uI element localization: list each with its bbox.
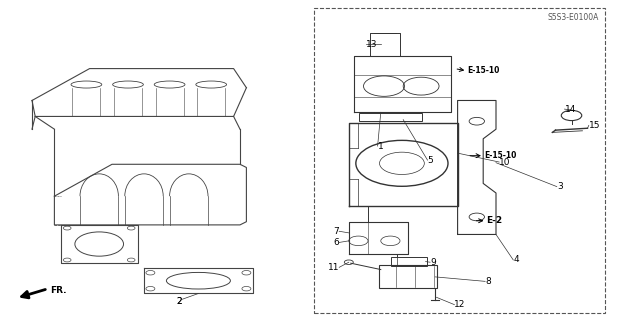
Text: E-15-10: E-15-10	[467, 66, 500, 75]
Text: 7: 7	[333, 227, 339, 236]
Text: FR.: FR.	[50, 286, 67, 295]
Text: 11: 11	[328, 263, 339, 272]
Text: E-15-10: E-15-10	[484, 151, 516, 160]
Text: 10: 10	[499, 158, 511, 167]
Text: S5S3-E0100A: S5S3-E0100A	[547, 13, 598, 22]
Text: 15: 15	[589, 121, 600, 130]
Text: 6: 6	[333, 238, 339, 247]
Text: 8: 8	[485, 277, 491, 286]
Text: 1: 1	[378, 142, 383, 151]
Text: E-2: E-2	[486, 216, 502, 225]
Text: 2: 2	[176, 297, 182, 306]
Text: 9: 9	[430, 258, 436, 267]
Text: 12: 12	[454, 300, 466, 309]
Text: 14: 14	[564, 105, 576, 114]
Text: 2: 2	[176, 297, 182, 306]
Text: 3: 3	[557, 182, 563, 191]
Text: 5: 5	[428, 156, 433, 165]
Text: 4: 4	[513, 256, 519, 264]
Text: 13: 13	[366, 40, 378, 48]
